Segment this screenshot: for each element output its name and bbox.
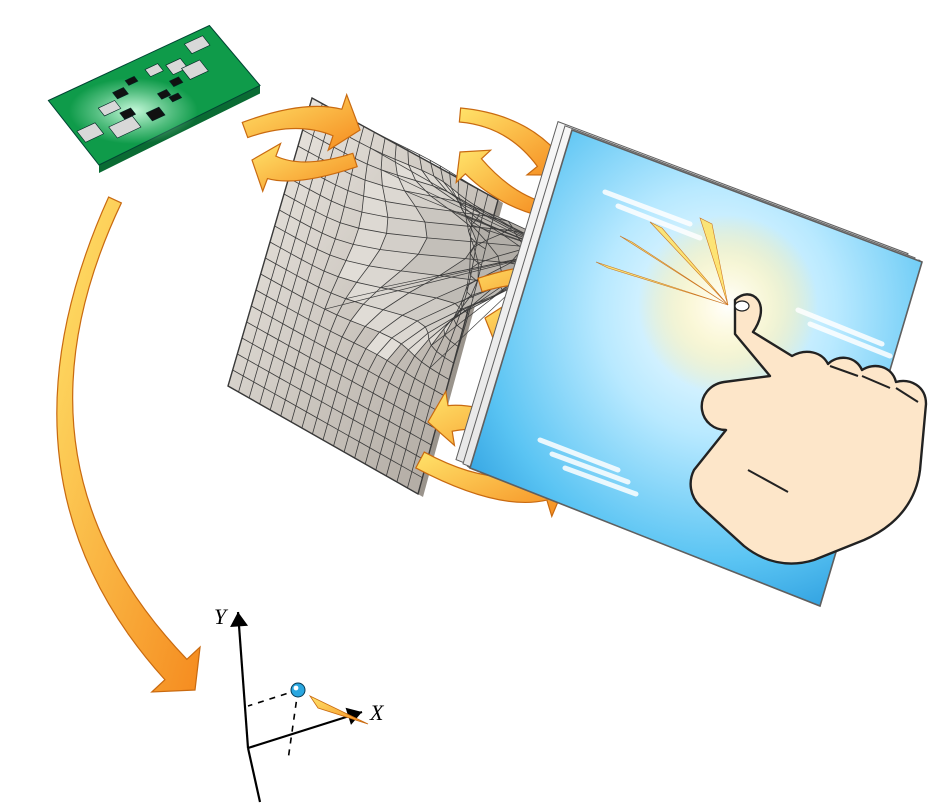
axis-y-label: Y (214, 604, 226, 630)
axis-x-label: X (370, 700, 383, 726)
diagram-root: X Y (0, 0, 939, 803)
diagram-svg (0, 0, 939, 803)
pcb-board (48, 26, 260, 174)
flow-arrow (57, 197, 200, 692)
coordinate-axes (230, 612, 368, 802)
